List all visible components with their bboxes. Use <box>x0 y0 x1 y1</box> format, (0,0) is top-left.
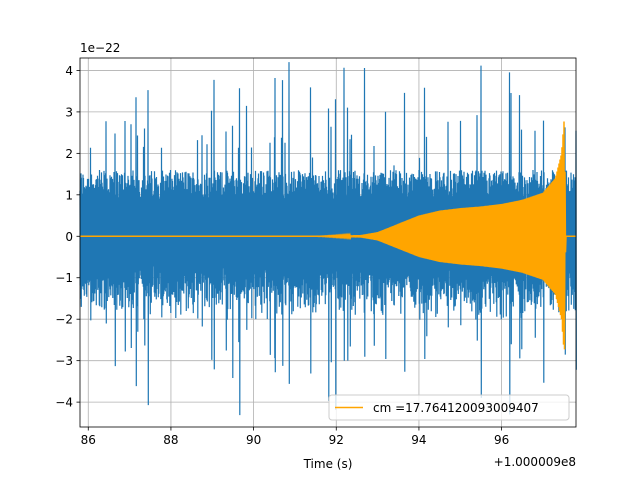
x-axis-label: Time (s) <box>303 457 353 471</box>
y-scale-label: 1e−22 <box>80 41 120 55</box>
x-tick-label: 94 <box>411 433 426 447</box>
y-tick-label: 2 <box>65 147 73 161</box>
legend: cm =17.764120093009407 <box>328 394 570 421</box>
legend-box <box>328 394 570 421</box>
y-tick-label: 0 <box>65 230 73 244</box>
y-tick-label: −1 <box>55 271 73 285</box>
x-tick-label: 86 <box>81 433 96 447</box>
y-tick-label: 3 <box>65 105 73 119</box>
plot-frame <box>79 57 577 428</box>
y-tick-label: 4 <box>65 64 73 78</box>
legend-label-template: cm =17.764120093009407 <box>373 401 539 415</box>
y-tick-label: −3 <box>55 354 73 368</box>
strain-series-line <box>79 62 577 416</box>
ticks: 86 88 90 92 94 96 −4 −3 −2 −1 0 1 2 3 4 <box>55 64 509 447</box>
x-offset-label: +1.000009e8 <box>494 455 576 469</box>
x-tick-label: 90 <box>246 433 261 447</box>
y-tick-label: −4 <box>55 396 73 410</box>
x-tick-label: 88 <box>163 433 178 447</box>
x-tick-label: 96 <box>494 433 509 447</box>
y-tick-label: −2 <box>55 313 73 327</box>
y-tick-label: 1 <box>65 188 73 202</box>
x-tick-label: 92 <box>329 433 344 447</box>
series-layer <box>79 62 577 416</box>
template-series-line <box>80 121 576 350</box>
